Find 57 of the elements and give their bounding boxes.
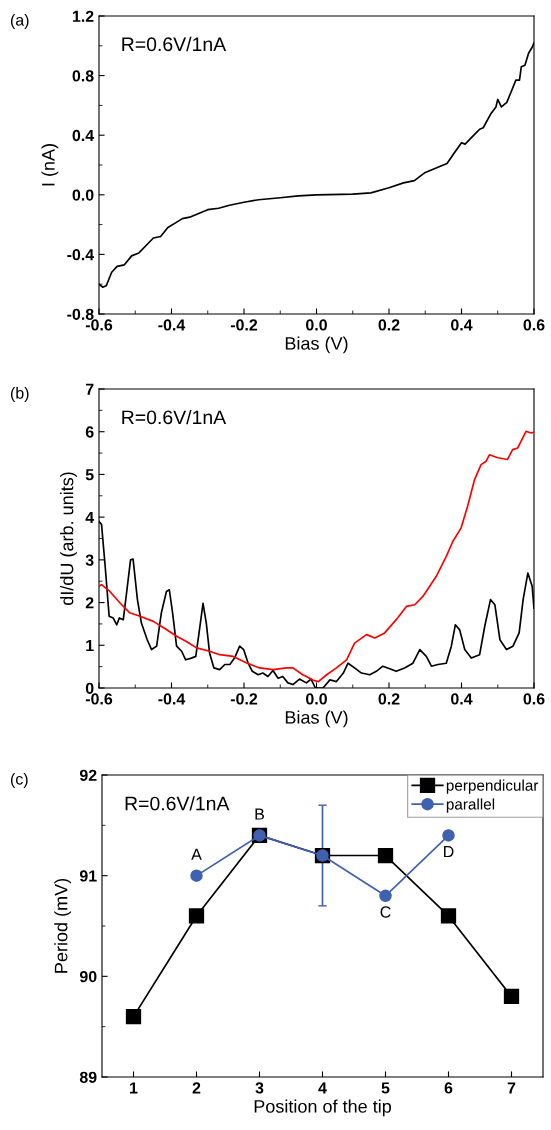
annotation: R=0.6V/1nA (122, 409, 227, 425)
x-tick-label: 0.0 (306, 319, 327, 331)
y-tick-label: 3 (85, 554, 94, 566)
x-tick-label: 3 (255, 1082, 264, 1094)
y-tick-label: 6 (85, 426, 94, 438)
text: (a) (10, 14, 29, 29)
y-axis-title: I (nA) (41, 144, 59, 186)
x-tick-label: -0.4 (158, 319, 186, 331)
x-tick-label: 0.2 (378, 693, 400, 705)
x-tick-label: 1 (130, 1082, 138, 1094)
x-tick-label: 0.0 (306, 693, 327, 705)
x-tick-label: 0.6 (523, 693, 545, 705)
annotation: A (191, 848, 202, 860)
x-tick-label: -0.6 (85, 693, 113, 705)
y-axis-title: dI/dU (arb. units) (60, 472, 77, 605)
x-tick-label: 5 (381, 1082, 390, 1094)
y-tick-label: 0.0 (72, 189, 94, 201)
x-tick-label: 0.2 (378, 319, 400, 331)
y-tick-label: 2 (85, 597, 94, 609)
text: (b) (10, 387, 29, 402)
y-tick-label: -0.8 (67, 308, 94, 320)
x-axis-title: Bias (V) (285, 336, 348, 354)
x-tick-label: -0.2 (230, 693, 258, 705)
y-tick-label: 1 (86, 640, 94, 652)
annotation: R=0.6V/1nA (125, 796, 230, 811)
y-tick-label: 92 (79, 769, 97, 781)
y-tick-label: 91 (79, 870, 97, 882)
x-tick-label: 0.4 (451, 693, 473, 705)
x-tick-label: 7 (507, 1082, 516, 1094)
y-tick-label: 0.4 (72, 129, 95, 142)
y-tick-label: 90 (79, 970, 97, 983)
x-axis-title: Bias (V) (285, 710, 348, 728)
annotation: C (380, 906, 391, 918)
y-tick-label: 5 (85, 469, 94, 481)
y-tick-label: 0 (85, 682, 94, 694)
x-tick-label: 4 (318, 1082, 327, 1094)
y-tick-label: 1.2 (72, 10, 94, 22)
y-axis-title: Period (mV) (54, 878, 72, 973)
y-tick-label: 89 (79, 1071, 97, 1083)
y-tick-label: 4 (85, 511, 95, 523)
legend-label: perpendicular (446, 779, 539, 794)
legend-label: parallel (446, 798, 495, 813)
x-tick-label: -0.6 (85, 319, 113, 331)
x-tick-label: 6 (444, 1082, 453, 1094)
x-tick-label: -0.2 (230, 319, 258, 331)
y-tick-label: 0.8 (72, 70, 94, 82)
text: (c) (10, 773, 28, 788)
annotation: D (444, 846, 454, 858)
annotation: B (255, 808, 264, 820)
y-tick-label: 7 (85, 383, 94, 395)
annotation: R=0.6V/1nA (122, 36, 227, 52)
y-tick-label: -0.4 (67, 249, 95, 261)
x-tick-label: 0.6 (523, 319, 545, 331)
x-tick-label: -0.4 (158, 693, 186, 705)
x-axis-title: Position of the tip (254, 1099, 391, 1117)
x-tick-label: 0.4 (451, 319, 473, 331)
x-tick-label: 2 (192, 1082, 201, 1094)
